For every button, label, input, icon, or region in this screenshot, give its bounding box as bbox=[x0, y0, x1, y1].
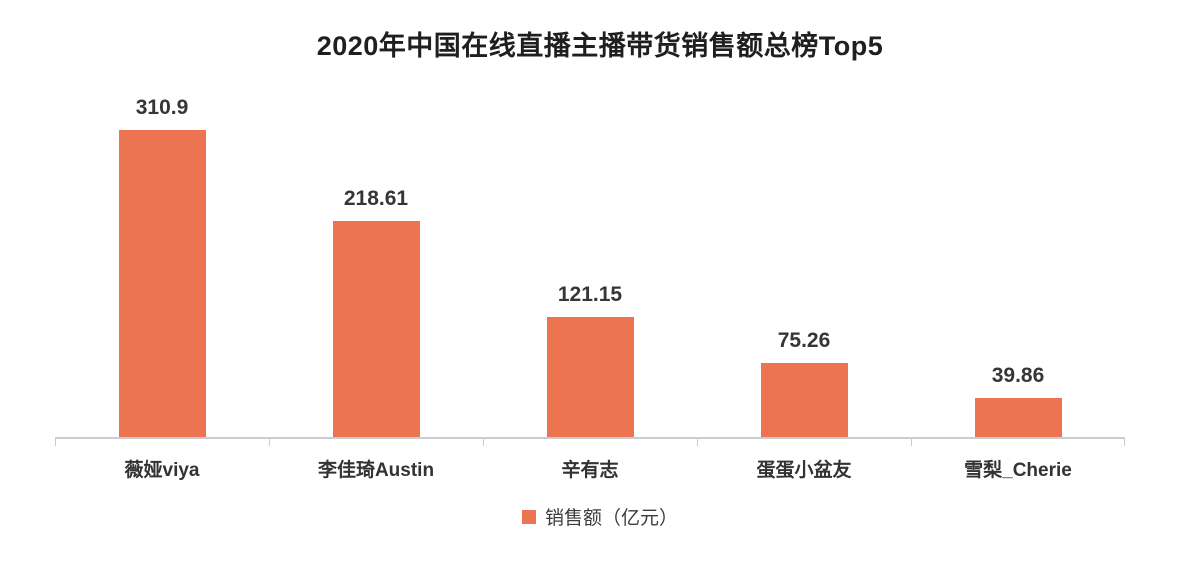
axis-tick bbox=[483, 439, 484, 446]
legend-label: 销售额（亿元） bbox=[544, 508, 678, 529]
bar-value-label: 121.15 bbox=[557, 283, 623, 306]
x-axis-label: 辛有志 bbox=[561, 460, 619, 481]
plot-area: 310.9 218.61 121.15 75.26 39.86 bbox=[55, 80, 1125, 439]
bar-value-label: 310.9 bbox=[135, 96, 189, 119]
bar-group: 121.15 bbox=[483, 80, 697, 437]
x-axis-label: 雪梨_Cherie bbox=[964, 460, 1072, 481]
bar bbox=[974, 398, 1062, 437]
axis-tick bbox=[269, 439, 270, 446]
bar-value-label: 218.61 bbox=[343, 187, 409, 210]
bar-value-label: 39.86 bbox=[991, 364, 1045, 387]
bar bbox=[332, 221, 420, 437]
axis-tick bbox=[1124, 439, 1125, 446]
axis-tick bbox=[55, 439, 56, 446]
bar-group: 218.61 bbox=[269, 80, 483, 437]
axis-tick bbox=[911, 439, 912, 446]
chart-title: 2020年中国在线直播主播带货销售额总榜Top5 bbox=[316, 31, 884, 61]
x-axis-label: 薇娅viya bbox=[124, 460, 200, 481]
legend: 销售额（亿元） bbox=[0, 503, 1200, 530]
legend-swatch-icon bbox=[521, 509, 536, 524]
x-axis-labels: 薇娅viya 李佳琦Austin 辛有志 蛋蛋小盆友 雪梨_Cherie bbox=[55, 455, 1125, 482]
bar bbox=[118, 130, 206, 437]
x-axis-label: 李佳琦Austin bbox=[317, 460, 435, 481]
bar-group: 75.26 bbox=[697, 80, 911, 437]
bar bbox=[760, 363, 848, 437]
x-axis-label: 蛋蛋小盆友 bbox=[756, 460, 852, 481]
bar-group: 39.86 bbox=[911, 80, 1125, 437]
x-axis-ticks bbox=[55, 439, 1125, 446]
axis-tick bbox=[697, 439, 698, 446]
bar bbox=[546, 317, 634, 437]
bar-value-label: 75.26 bbox=[777, 329, 831, 352]
bar-group: 310.9 bbox=[55, 80, 269, 437]
